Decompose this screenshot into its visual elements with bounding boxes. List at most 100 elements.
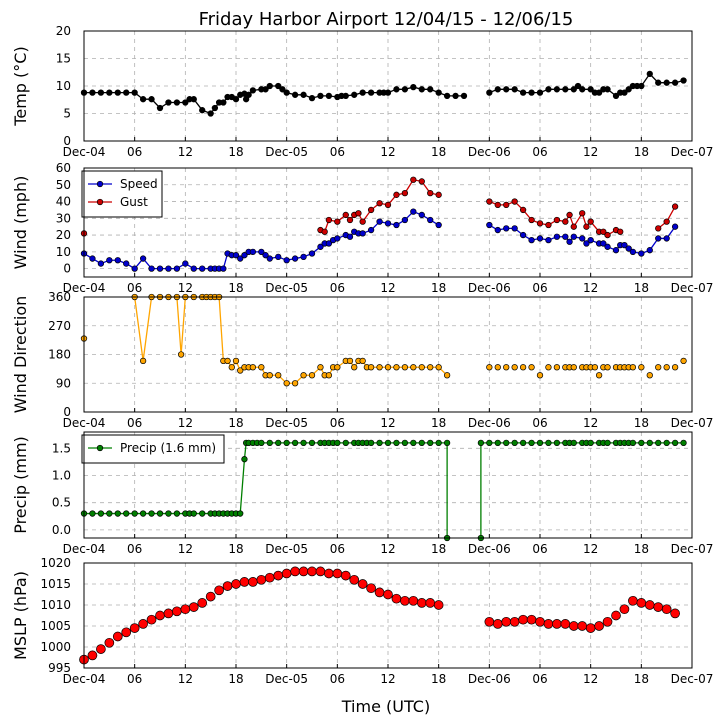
series-line	[489, 72, 684, 97]
data-point	[300, 91, 307, 98]
data-point	[283, 89, 290, 96]
data-point	[138, 619, 148, 629]
data-point	[663, 235, 670, 242]
data-point	[536, 220, 544, 227]
data-point	[172, 606, 182, 617]
x-tick-label: 12	[583, 281, 598, 295]
x-tick-label: Dec-04	[63, 281, 106, 295]
data-point	[545, 86, 552, 93]
legend-box	[81, 434, 225, 464]
y-tick-label: 0	[63, 405, 71, 419]
data-point	[427, 216, 434, 224]
data-point	[262, 252, 269, 259]
data-point	[401, 364, 409, 371]
y-tick-label: 20	[56, 228, 71, 242]
data-point	[663, 79, 670, 86]
data-point	[308, 439, 316, 447]
series-0	[80, 70, 687, 117]
data-point	[427, 364, 434, 371]
data-point	[663, 439, 670, 447]
x-tick-label: 18	[634, 145, 649, 159]
data-point	[232, 357, 240, 365]
data-point	[579, 210, 586, 217]
data-point	[536, 89, 544, 96]
data-point	[258, 439, 265, 447]
data-point	[220, 99, 227, 106]
data-point	[410, 176, 417, 183]
data-point	[393, 221, 400, 229]
data-point	[89, 510, 96, 517]
data-point	[146, 614, 157, 625]
data-point	[384, 220, 392, 227]
data-point	[155, 610, 165, 621]
y-tick-label: 360	[48, 290, 71, 304]
data-point	[566, 211, 573, 219]
x-tick-label: 12	[583, 542, 598, 556]
data-point	[237, 255, 244, 262]
data-point	[518, 614, 528, 625]
y-tick-label: 1015	[40, 577, 71, 591]
y-tick-label: 1010	[40, 598, 71, 612]
data-point	[560, 619, 571, 629]
data-point	[177, 351, 185, 358]
data-point	[562, 233, 569, 240]
x-tick-label: Dec-06	[468, 416, 511, 430]
data-point	[173, 99, 181, 106]
data-point	[410, 364, 417, 371]
data-point	[321, 228, 328, 235]
data-point	[275, 439, 282, 447]
data-point	[266, 372, 273, 379]
data-point	[671, 223, 679, 230]
data-point	[566, 238, 573, 245]
panel-mslp: 995 1000 1005 1010 1015 1020 Dec-04 06 12 18 Dec-0…	[11, 556, 713, 686]
x-tick-label: 12	[380, 416, 395, 430]
y-tick-label: 0	[63, 134, 71, 148]
x-tick-label: Dec-05	[265, 542, 308, 556]
x-tick-label: 12	[583, 416, 598, 430]
data-point	[241, 456, 248, 463]
data-point	[655, 364, 662, 371]
data-point	[410, 208, 417, 215]
data-point	[199, 510, 206, 517]
x-tick-label: 06	[532, 145, 547, 159]
series-Gust	[80, 176, 679, 239]
data-point	[182, 99, 189, 106]
data-point	[349, 574, 360, 585]
series-line	[83, 210, 439, 270]
data-point	[519, 439, 527, 447]
x-tick-label: 12	[583, 145, 598, 159]
panel-frame	[83, 296, 693, 413]
x-tick-label: Dec-04	[63, 416, 106, 430]
data-point	[511, 198, 518, 205]
legend-marker	[96, 198, 104, 206]
data-point	[114, 257, 121, 264]
x-tick-label: 06	[330, 281, 345, 295]
data-point	[391, 593, 402, 604]
data-point	[552, 619, 562, 629]
data-point	[342, 211, 349, 219]
x-tick-label: 18	[431, 145, 446, 159]
data-point	[511, 364, 518, 371]
data-point	[232, 96, 240, 103]
x-tick-label: 12	[380, 672, 395, 686]
x-tick-label: Dec-05	[265, 145, 308, 159]
data-point	[367, 439, 375, 447]
data-point	[334, 218, 341, 225]
x-tick-label: 06	[330, 145, 345, 159]
data-point	[220, 265, 227, 272]
data-point	[317, 364, 324, 371]
data-point	[443, 372, 451, 379]
data-point	[604, 86, 611, 93]
data-point	[139, 96, 147, 103]
data-point	[494, 364, 501, 371]
data-point	[435, 439, 442, 447]
y-axis-label: MSLP (hPa)	[11, 571, 30, 660]
data-point	[359, 357, 366, 365]
data-point	[661, 604, 672, 615]
data-point	[595, 372, 603, 379]
data-point	[214, 585, 224, 596]
panel-frame	[83, 167, 693, 278]
data-point	[273, 570, 284, 581]
data-point	[291, 255, 299, 262]
data-point	[509, 616, 520, 627]
